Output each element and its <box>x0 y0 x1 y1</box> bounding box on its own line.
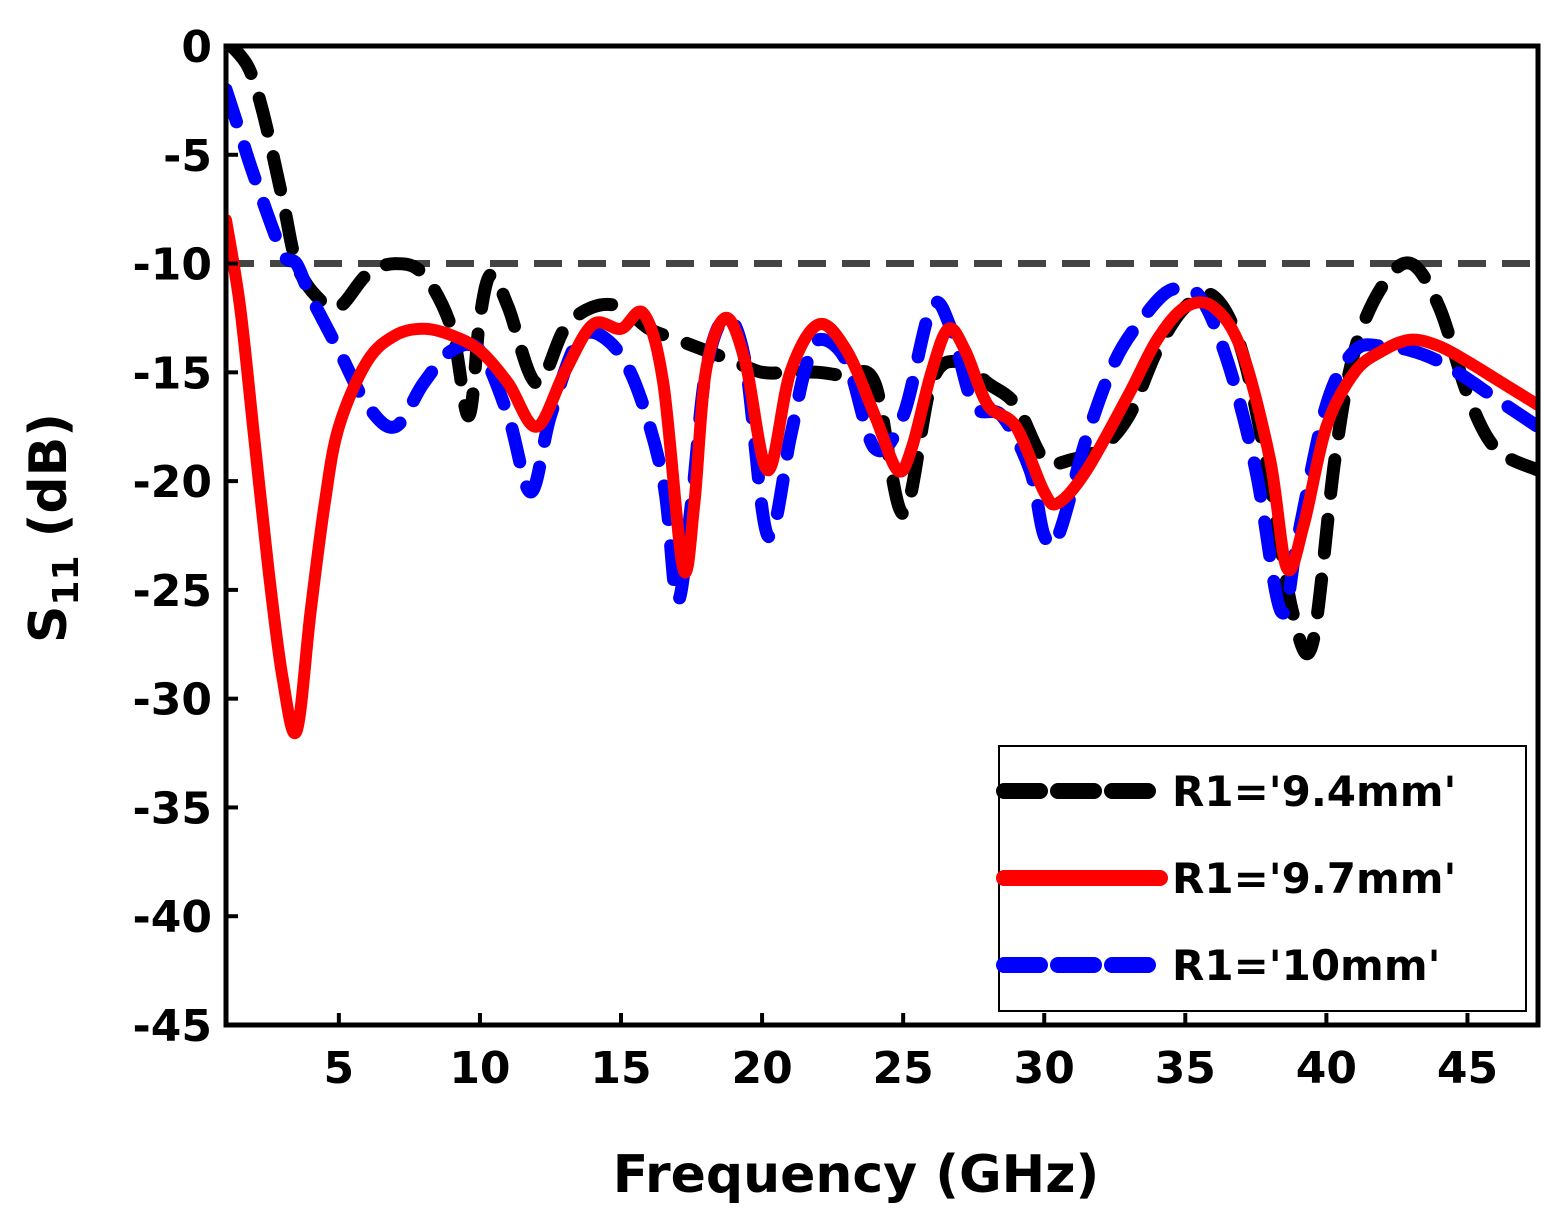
x-tick-label: 5 <box>324 1043 355 1094</box>
x-tick-label: 15 <box>590 1043 651 1094</box>
y-tick-label: 0 <box>181 22 212 73</box>
y-tick-label: -35 <box>133 783 213 834</box>
y-tick-label: -40 <box>133 892 213 943</box>
x-tick-label: 35 <box>1155 1043 1216 1094</box>
y-tick-label: -30 <box>133 675 213 726</box>
x-tick-label: 25 <box>873 1043 934 1094</box>
x-tick-label: 40 <box>1296 1043 1357 1094</box>
legend-label-r1-9-4mm: R1='9.4mm' <box>1172 767 1456 816</box>
y-tick-label: -10 <box>133 240 213 291</box>
legend-label-r1-10mm: R1='10mm' <box>1172 941 1440 990</box>
x-axis-title: Frequency (GHz) <box>613 1145 1099 1205</box>
series-line-r1-9-4mm <box>226 46 1538 661</box>
x-tick-label: 45 <box>1437 1043 1498 1094</box>
series-group <box>226 46 1538 740</box>
y-axis-title-unit: (dB) <box>19 413 79 556</box>
y-axis-title-sub: 11 <box>46 555 87 605</box>
y-tick-label: -25 <box>133 566 213 617</box>
x-tick-label: 30 <box>1014 1043 1075 1094</box>
svg-text:S11 (dB): S11 (dB) <box>19 413 87 643</box>
y-tick-label: -45 <box>133 1001 213 1052</box>
y-tick-label: -15 <box>133 348 213 399</box>
y-tick-label: -20 <box>133 457 213 508</box>
x-tick-label: 10 <box>449 1043 510 1094</box>
legend-label-r1-9-7mm: R1='9.7mm' <box>1172 854 1456 903</box>
series-line-r1-9-7mm <box>226 214 1538 740</box>
plot-area <box>226 46 1538 740</box>
axis-ticks: 5 10 15 20 25 30 35 40 45 0 -5 -10 -15 -20 -25 -30 -35 -4… <box>133 22 1499 1094</box>
y-tick-label: -5 <box>163 131 212 182</box>
y-axis-title: S11 (dB) <box>19 413 87 643</box>
plot-frame <box>223 43 1541 1028</box>
x-tick-label: 20 <box>731 1043 792 1094</box>
legend: R1='9.4mm' R1='9.7mm' R1='10mm' <box>996 745 1527 1012</box>
series-line-r1-10mm <box>226 83 1538 620</box>
y-axis-title-main: S <box>19 606 79 643</box>
